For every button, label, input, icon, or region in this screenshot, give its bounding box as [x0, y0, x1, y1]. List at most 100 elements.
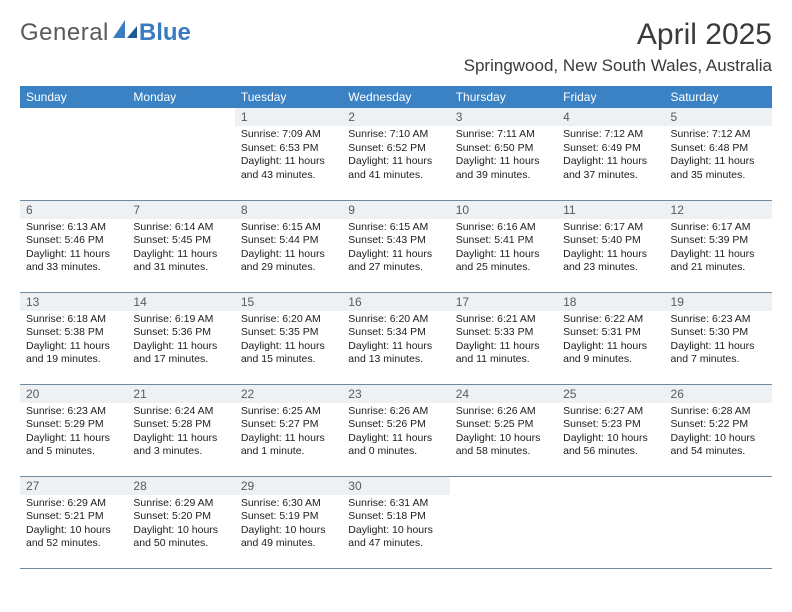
- day-detail: Sunrise: 6:19 AMSunset: 5:36 PMDaylight:…: [127, 311, 234, 372]
- calendar-cell: [450, 476, 557, 568]
- day-detail: Sunrise: 6:17 AMSunset: 5:40 PMDaylight:…: [557, 219, 664, 280]
- calendar-cell: 30Sunrise: 6:31 AMSunset: 5:18 PMDayligh…: [342, 476, 449, 568]
- day-number: 22: [235, 385, 342, 403]
- location-text: Springwood, New South Wales, Australia: [464, 56, 772, 76]
- day-detail: Sunrise: 6:21 AMSunset: 5:33 PMDaylight:…: [450, 311, 557, 372]
- day-number: 27: [20, 477, 127, 495]
- day-number: 29: [235, 477, 342, 495]
- title-block: April 2025 Springwood, New South Wales, …: [464, 18, 772, 76]
- day-detail: Sunrise: 6:16 AMSunset: 5:41 PMDaylight:…: [450, 219, 557, 280]
- calendar-cell: 13Sunrise: 6:18 AMSunset: 5:38 PMDayligh…: [20, 292, 127, 384]
- calendar-week-row: 13Sunrise: 6:18 AMSunset: 5:38 PMDayligh…: [20, 292, 772, 384]
- day-number: 25: [557, 385, 664, 403]
- weekday-header: Tuesday: [235, 86, 342, 108]
- calendar-cell: 12Sunrise: 6:17 AMSunset: 5:39 PMDayligh…: [665, 200, 772, 292]
- day-number: 4: [557, 108, 664, 126]
- calendar-cell: 21Sunrise: 6:24 AMSunset: 5:28 PMDayligh…: [127, 384, 234, 476]
- calendar-cell: 18Sunrise: 6:22 AMSunset: 5:31 PMDayligh…: [557, 292, 664, 384]
- day-detail: Sunrise: 6:14 AMSunset: 5:45 PMDaylight:…: [127, 219, 234, 280]
- day-number: 11: [557, 201, 664, 219]
- day-detail: Sunrise: 6:23 AMSunset: 5:30 PMDaylight:…: [665, 311, 772, 372]
- day-detail: Sunrise: 6:15 AMSunset: 5:43 PMDaylight:…: [342, 219, 449, 280]
- calendar-body: 1Sunrise: 7:09 AMSunset: 6:53 PMDaylight…: [20, 108, 772, 568]
- day-number: 19: [665, 293, 772, 311]
- day-detail: Sunrise: 6:23 AMSunset: 5:29 PMDaylight:…: [20, 403, 127, 464]
- brand-part1: General: [20, 19, 109, 47]
- calendar-cell: 6Sunrise: 6:13 AMSunset: 5:46 PMDaylight…: [20, 200, 127, 292]
- day-number: 6: [20, 201, 127, 219]
- day-detail: Sunrise: 7:09 AMSunset: 6:53 PMDaylight:…: [235, 126, 342, 187]
- day-detail: Sunrise: 6:29 AMSunset: 5:20 PMDaylight:…: [127, 495, 234, 556]
- weekday-header: Thursday: [450, 86, 557, 108]
- day-number: 8: [235, 201, 342, 219]
- day-detail: Sunrise: 7:11 AMSunset: 6:50 PMDaylight:…: [450, 126, 557, 187]
- calendar-cell: 23Sunrise: 6:26 AMSunset: 5:26 PMDayligh…: [342, 384, 449, 476]
- calendar-cell: 2Sunrise: 7:10 AMSunset: 6:52 PMDaylight…: [342, 108, 449, 200]
- calendar-cell: [665, 476, 772, 568]
- day-number: 18: [557, 293, 664, 311]
- calendar-cell: 10Sunrise: 6:16 AMSunset: 5:41 PMDayligh…: [450, 200, 557, 292]
- page-header: General Blue April 2025 Springwood, New …: [20, 18, 772, 76]
- calendar-week-row: 6Sunrise: 6:13 AMSunset: 5:46 PMDaylight…: [20, 200, 772, 292]
- calendar-cell: [127, 108, 234, 200]
- day-detail: Sunrise: 6:29 AMSunset: 5:21 PMDaylight:…: [20, 495, 127, 556]
- day-number: 23: [342, 385, 449, 403]
- day-number: 10: [450, 201, 557, 219]
- day-number: 14: [127, 293, 234, 311]
- calendar-cell: 17Sunrise: 6:21 AMSunset: 5:33 PMDayligh…: [450, 292, 557, 384]
- calendar-table: SundayMondayTuesdayWednesdayThursdayFrid…: [20, 86, 772, 569]
- day-number: 5: [665, 108, 772, 126]
- day-detail: Sunrise: 6:30 AMSunset: 5:19 PMDaylight:…: [235, 495, 342, 556]
- day-detail: Sunrise: 7:12 AMSunset: 6:48 PMDaylight:…: [665, 126, 772, 187]
- calendar-cell: 7Sunrise: 6:14 AMSunset: 5:45 PMDaylight…: [127, 200, 234, 292]
- day-number: 13: [20, 293, 127, 311]
- calendar-cell: 9Sunrise: 6:15 AMSunset: 5:43 PMDaylight…: [342, 200, 449, 292]
- calendar-cell: 16Sunrise: 6:20 AMSunset: 5:34 PMDayligh…: [342, 292, 449, 384]
- calendar-cell: 1Sunrise: 7:09 AMSunset: 6:53 PMDaylight…: [235, 108, 342, 200]
- day-number: 2: [342, 108, 449, 126]
- day-detail: Sunrise: 6:26 AMSunset: 5:26 PMDaylight:…: [342, 403, 449, 464]
- calendar-cell: 29Sunrise: 6:30 AMSunset: 5:19 PMDayligh…: [235, 476, 342, 568]
- calendar-week-row: 27Sunrise: 6:29 AMSunset: 5:21 PMDayligh…: [20, 476, 772, 568]
- day-number: 9: [342, 201, 449, 219]
- day-detail: Sunrise: 7:10 AMSunset: 6:52 PMDaylight:…: [342, 126, 449, 187]
- brand-logo: General Blue: [20, 18, 191, 47]
- day-number: 3: [450, 108, 557, 126]
- calendar-week-row: 20Sunrise: 6:23 AMSunset: 5:29 PMDayligh…: [20, 384, 772, 476]
- day-detail: Sunrise: 6:24 AMSunset: 5:28 PMDaylight:…: [127, 403, 234, 464]
- brand-part2: Blue: [139, 19, 191, 47]
- day-detail: Sunrise: 6:22 AMSunset: 5:31 PMDaylight:…: [557, 311, 664, 372]
- weekday-header: Monday: [127, 86, 234, 108]
- calendar-cell: 22Sunrise: 6:25 AMSunset: 5:27 PMDayligh…: [235, 384, 342, 476]
- day-detail: Sunrise: 6:27 AMSunset: 5:23 PMDaylight:…: [557, 403, 664, 464]
- day-detail: Sunrise: 6:13 AMSunset: 5:46 PMDaylight:…: [20, 219, 127, 280]
- sail-icon: [111, 18, 139, 47]
- calendar-cell: 11Sunrise: 6:17 AMSunset: 5:40 PMDayligh…: [557, 200, 664, 292]
- calendar-cell: 27Sunrise: 6:29 AMSunset: 5:21 PMDayligh…: [20, 476, 127, 568]
- calendar-cell: 20Sunrise: 6:23 AMSunset: 5:29 PMDayligh…: [20, 384, 127, 476]
- calendar-cell: 14Sunrise: 6:19 AMSunset: 5:36 PMDayligh…: [127, 292, 234, 384]
- calendar-cell: 8Sunrise: 6:15 AMSunset: 5:44 PMDaylight…: [235, 200, 342, 292]
- day-number: 16: [342, 293, 449, 311]
- day-detail: Sunrise: 6:31 AMSunset: 5:18 PMDaylight:…: [342, 495, 449, 556]
- day-number: 21: [127, 385, 234, 403]
- day-detail: Sunrise: 7:12 AMSunset: 6:49 PMDaylight:…: [557, 126, 664, 187]
- day-number: 7: [127, 201, 234, 219]
- calendar-cell: 15Sunrise: 6:20 AMSunset: 5:35 PMDayligh…: [235, 292, 342, 384]
- calendar-cell: 26Sunrise: 6:28 AMSunset: 5:22 PMDayligh…: [665, 384, 772, 476]
- day-number: 15: [235, 293, 342, 311]
- day-detail: Sunrise: 6:15 AMSunset: 5:44 PMDaylight:…: [235, 219, 342, 280]
- calendar-cell: 28Sunrise: 6:29 AMSunset: 5:20 PMDayligh…: [127, 476, 234, 568]
- calendar-week-row: 1Sunrise: 7:09 AMSunset: 6:53 PMDaylight…: [20, 108, 772, 200]
- day-detail: Sunrise: 6:18 AMSunset: 5:38 PMDaylight:…: [20, 311, 127, 372]
- day-number: 28: [127, 477, 234, 495]
- calendar-cell: [557, 476, 664, 568]
- weekday-header-row: SundayMondayTuesdayWednesdayThursdayFrid…: [20, 86, 772, 108]
- calendar-cell: 4Sunrise: 7:12 AMSunset: 6:49 PMDaylight…: [557, 108, 664, 200]
- day-number: 20: [20, 385, 127, 403]
- calendar-cell: 25Sunrise: 6:27 AMSunset: 5:23 PMDayligh…: [557, 384, 664, 476]
- calendar-cell: 19Sunrise: 6:23 AMSunset: 5:30 PMDayligh…: [665, 292, 772, 384]
- day-number: 30: [342, 477, 449, 495]
- day-detail: Sunrise: 6:25 AMSunset: 5:27 PMDaylight:…: [235, 403, 342, 464]
- day-detail: Sunrise: 6:20 AMSunset: 5:34 PMDaylight:…: [342, 311, 449, 372]
